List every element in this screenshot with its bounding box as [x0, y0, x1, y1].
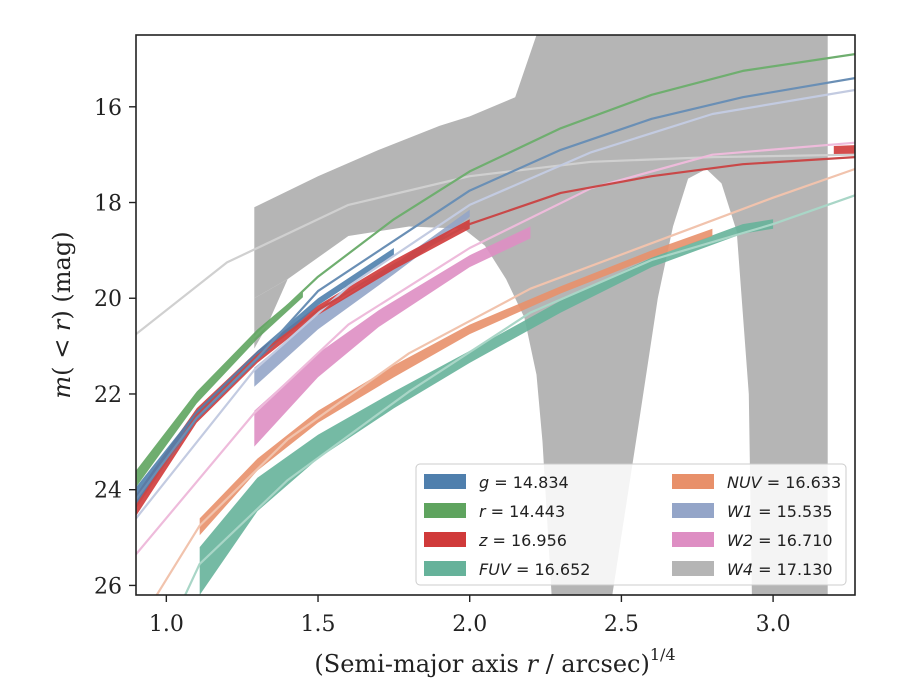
legend-label-w1: W1 = 15.535 [727, 502, 833, 521]
y-axis: 16 18 20 22 24 26 [94, 96, 136, 599]
x-axis-title: (Semi-major axis r / arcsec)1/4 [314, 645, 675, 678]
x-tick-label: 2.0 [452, 612, 487, 637]
legend-swatch-w1 [672, 503, 714, 518]
legend-swatch-fuv [424, 561, 466, 576]
legend-box [415, 463, 847, 586]
y-tick-label: 26 [94, 574, 122, 599]
band-w2-1 [254, 226, 531, 447]
legend-swatch-nuv [672, 474, 714, 489]
band-w4-3 [648, 35, 707, 54]
legend-swatch-z [424, 532, 466, 547]
y-tick-label: 18 [94, 192, 122, 217]
band-r-1 [136, 291, 303, 488]
y-axis-title: m( < r) (mag) [48, 231, 76, 398]
model-curve-g [136, 77, 855, 500]
model-curve-r [136, 53, 855, 479]
legend-swatch-w2 [672, 532, 714, 547]
legend-label-r: r = 14.443 [479, 502, 565, 521]
model-curve-nuv [155, 167, 855, 595]
legend-swatch-r [424, 503, 466, 518]
model-curve-w2 [136, 141, 855, 556]
y-tick-label: 24 [94, 479, 122, 504]
legend: g = 14.834 r = 14.443 z = 16.956 FUV = 16.6… [415, 463, 847, 586]
plot-area [136, 35, 855, 595]
legend-swatch-g [424, 474, 466, 489]
y-tick-label: 16 [94, 96, 122, 121]
legend-label-w2: W2 = 16.710 [727, 531, 833, 550]
legend-label-w4: W4 = 17.130 [727, 560, 833, 579]
legend-label-nuv: NUV = 16.633 [727, 473, 841, 492]
band-z-2 [833, 145, 855, 156]
y-tick-label: 20 [94, 287, 122, 312]
x-axis: 1.0 1.5 2.0 2.5 3.0 [149, 595, 791, 637]
model-curve-w1 [136, 88, 855, 520]
model-curve-fuv [183, 194, 855, 595]
x-tick-label: 3.0 [756, 612, 791, 637]
legend-label-g: g = 14.834 [479, 473, 569, 492]
x-tick-label: 2.5 [604, 612, 639, 637]
model-curve-w4 [136, 153, 855, 335]
plot-frame [135, 34, 856, 596]
legend-swatch-w4 [672, 561, 714, 576]
legend-label-fuv: FUV = 16.652 [479, 560, 590, 579]
model-curve-z [136, 156, 855, 508]
y-tick-label: 22 [94, 383, 122, 408]
x-tick-label: 1.5 [301, 612, 336, 637]
x-tick-label: 1.0 [149, 612, 184, 637]
legend-label-z: z = 16.956 [478, 531, 567, 550]
